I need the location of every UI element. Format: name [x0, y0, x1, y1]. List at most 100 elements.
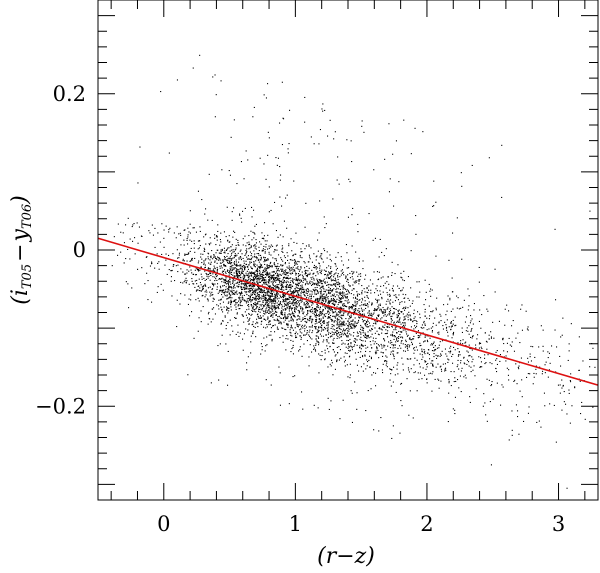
data-point: [345, 244, 347, 246]
data-point: [328, 301, 330, 303]
data-point: [398, 330, 400, 332]
data-point: [362, 316, 364, 318]
data-point: [480, 357, 482, 359]
data-point: [281, 205, 283, 207]
data-point: [242, 278, 244, 280]
data-point: [252, 273, 254, 275]
data-point: [310, 311, 312, 313]
data-point: [257, 326, 259, 328]
data-point: [291, 250, 293, 252]
data-point: [284, 273, 286, 275]
data-point: [318, 342, 320, 344]
data-point: [369, 355, 371, 357]
data-point: [562, 385, 564, 387]
data-point: [266, 264, 268, 266]
data-point: [280, 174, 282, 176]
data-point: [319, 307, 321, 309]
data-point: [485, 362, 487, 364]
data-point: [273, 275, 275, 277]
data-point: [342, 305, 344, 307]
data-point: [322, 280, 324, 282]
data-point: [342, 293, 344, 295]
data-point: [249, 290, 251, 292]
data-point: [280, 322, 282, 324]
data-point: [362, 370, 364, 372]
data-point: [384, 158, 386, 160]
data-point: [281, 259, 283, 261]
data-point: [379, 304, 381, 306]
data-point: [313, 345, 315, 347]
data-point: [322, 297, 324, 299]
data-point: [333, 280, 335, 282]
data-point: [359, 293, 361, 295]
data-point: [267, 154, 269, 156]
data-point: [419, 353, 421, 355]
data-point: [219, 239, 221, 241]
data-point: [304, 273, 306, 275]
data-point: [319, 282, 321, 284]
data-point: [314, 323, 316, 325]
data-point: [242, 283, 244, 285]
data-point: [475, 344, 477, 346]
data-point: [323, 300, 325, 302]
data-point: [274, 301, 276, 303]
data-point: [421, 327, 423, 329]
data-point: [406, 313, 408, 315]
data-point: [266, 300, 268, 302]
data-point: [329, 336, 331, 338]
data-point: [275, 267, 277, 269]
data-point: [223, 265, 225, 267]
data-point: [343, 328, 345, 330]
data-point: [341, 269, 343, 271]
data-point: [247, 159, 249, 161]
data-point: [360, 275, 362, 277]
data-point: [440, 365, 442, 367]
data-point: [268, 137, 270, 139]
data-point: [258, 253, 260, 255]
data-point: [376, 343, 378, 345]
data-point: [214, 267, 216, 269]
data-point: [294, 311, 296, 313]
data-point: [523, 420, 525, 422]
data-point: [339, 288, 341, 290]
data-point: [259, 315, 261, 317]
data-point: [128, 307, 130, 309]
data-point: [416, 323, 418, 325]
data-point: [327, 310, 329, 312]
data-point: [293, 307, 295, 309]
data-point: [268, 312, 270, 314]
data-point: [300, 307, 302, 309]
data-point: [392, 331, 394, 333]
data-point: [506, 367, 508, 369]
data-point: [304, 270, 306, 272]
data-point: [404, 346, 406, 348]
data-point: [297, 292, 299, 294]
data-point: [448, 351, 450, 353]
data-point: [264, 252, 266, 254]
data-point: [519, 390, 521, 392]
data-point: [392, 285, 394, 287]
data-point: [257, 298, 259, 300]
data-point: [342, 330, 344, 332]
data-point: [296, 325, 298, 327]
data-point: [187, 303, 189, 305]
data-point: [443, 304, 445, 306]
data-point: [247, 255, 249, 257]
data-point: [272, 275, 274, 277]
data-point: [290, 286, 292, 288]
data-point: [229, 174, 231, 176]
data-point: [318, 279, 320, 281]
data-point: [249, 251, 251, 253]
data-point: [319, 256, 321, 258]
data-point: [287, 301, 289, 303]
data-point: [189, 250, 191, 252]
data-point: [526, 376, 528, 378]
data-point: [249, 243, 251, 245]
data-point: [461, 258, 463, 260]
data-point: [478, 347, 480, 349]
data-point: [330, 272, 332, 274]
data-point: [205, 294, 207, 296]
data-point: [238, 274, 240, 276]
data-point: [463, 376, 465, 378]
data-point: [468, 305, 470, 307]
